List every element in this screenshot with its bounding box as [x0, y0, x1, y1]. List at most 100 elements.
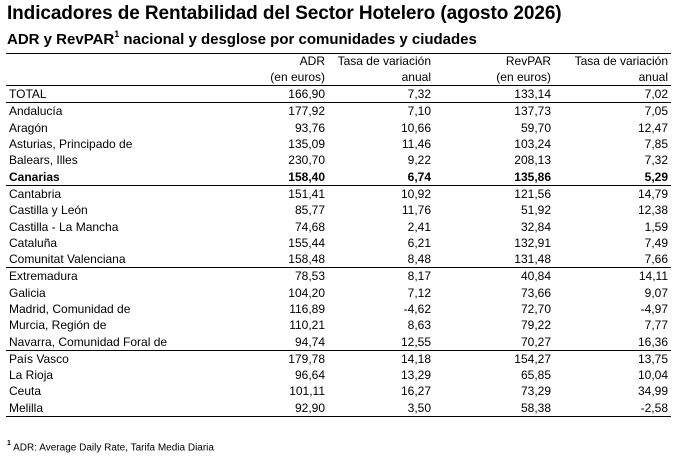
revpar-value: 154,27 — [434, 349, 554, 368]
revpar-value: 133,14 — [514, 87, 551, 102]
region-name: Cantabria — [6, 184, 252, 203]
header-row-1: ADR Tasa de variación RevPAR Tasa de var… — [6, 53, 671, 69]
region-name: Galicia — [9, 285, 46, 300]
revpar-value: 103,24 — [514, 137, 551, 152]
adr-variation: 8,48 — [407, 252, 431, 267]
adr-value: 158,40 — [288, 169, 325, 184]
adr-value: 104,20 — [288, 285, 325, 300]
adr-value: 93,76 — [294, 120, 325, 135]
adr-value: 230,70 — [288, 153, 325, 168]
region-name: Castilla y León — [9, 203, 88, 218]
table-row: Cataluña 155,44 6,21 132,91 7,49 — [6, 235, 671, 251]
revpar-value: 65,85 — [520, 368, 551, 383]
header-empty — [6, 69, 252, 86]
region-name: Castilla - La Mancha — [9, 219, 119, 234]
indicators-table: ADR Tasa de variación RevPAR Tasa de var… — [6, 53, 671, 417]
adr-value: 158,48 — [288, 252, 325, 267]
revpar-variation: -2,58 — [554, 399, 671, 417]
revpar-variation: 7,77 — [644, 318, 668, 333]
subtitle-text: ADR y RevPAR — [7, 31, 115, 48]
header-revpar: RevPAR — [434, 53, 554, 69]
adr-variation: 6,21 — [407, 235, 431, 250]
adr-value: 155,44 — [288, 235, 325, 250]
footnote-text: ADR: Average Daily Rate, Tarifa Media Di… — [10, 442, 214, 454]
revpar-value: 51,92 — [520, 203, 551, 218]
header-adr: ADR — [252, 53, 328, 69]
adr-variation: 14,18 — [328, 349, 434, 368]
adr-variation: 9,22 — [407, 153, 431, 168]
region-name: Canarias — [9, 169, 60, 184]
table-row: Aragón 93,76 10,66 59,70 12,47 — [6, 120, 671, 136]
revpar-value: 121,56 — [434, 184, 554, 203]
region-name: Extremadura — [6, 267, 252, 285]
adr-variation: 7,32 — [407, 87, 431, 102]
revpar-value: 135,86 — [514, 169, 551, 184]
revpar-value: 132,91 — [514, 235, 551, 250]
revpar-value: 131,48 — [514, 252, 551, 267]
table-row: Asturias, Principado de 135,09 11,46 103,24… — [6, 136, 671, 152]
region-name: País Vasco — [6, 349, 252, 368]
header-row-2: (en euros) anual (en euros) anual — [6, 69, 671, 86]
header-adr-unit: (en euros) — [252, 69, 328, 86]
region-name: Melilla — [6, 399, 252, 417]
adr-variation: 6,74 — [407, 169, 431, 184]
adr-value: 177,92 — [252, 102, 328, 120]
table-row: Melilla 92,90 3,50 58,38 -2,58 — [6, 399, 671, 417]
adr-variation: 16,27 — [400, 384, 431, 399]
header-revpar-var: Tasa de variación — [554, 53, 671, 69]
adr-value: 85,77 — [294, 203, 325, 218]
adr-value: 74,68 — [294, 219, 325, 234]
revpar-variation: -4,97 — [640, 302, 668, 316]
revpar-variation: 16,36 — [637, 334, 668, 349]
table-row: Galicia 104,20 7,12 73,66 9,07 — [6, 285, 671, 301]
adr-variation: 13,29 — [400, 368, 431, 383]
region-name: Balears, Illes — [9, 153, 78, 168]
header-revpar-unit: (en euros) — [434, 69, 554, 86]
region-name: Navarra, Comunidad Foral de — [9, 334, 168, 349]
adr-value: 166,90 — [288, 87, 325, 102]
region-name: Cataluña — [9, 235, 58, 250]
revpar-value: 73,66 — [520, 285, 551, 300]
table-row: Extremadura 78,53 8,17 40,84 14,11 — [6, 267, 671, 285]
region-name: Murcia, Región de — [9, 318, 107, 333]
revpar-value: 72,70 — [520, 302, 551, 316]
adr-variation: 8,63 — [407, 318, 431, 333]
revpar-value: 73,29 — [520, 384, 551, 399]
revpar-variation: 12,38 — [637, 203, 668, 218]
revpar-variation: 7,02 — [644, 87, 668, 102]
table-body: TOTAL 166,90 7,32 133,14 7,02 Andalucía 177,92… — [6, 86, 671, 417]
adr-variation: 11,76 — [401, 203, 431, 218]
revpar-variation: 12,47 — [637, 120, 668, 135]
revpar-variation: 5,29 — [644, 169, 668, 184]
region-name: Asturias, Principado de — [9, 137, 133, 152]
header-revpar-var-unit: anual — [554, 69, 671, 86]
page-title: Indicadores de Rentabilidad del Sector H… — [7, 3, 562, 24]
table-row: Castilla - La Mancha 74,68 2,41 32,84 1,59 — [6, 218, 671, 234]
header-adr-var: Tasa de variación — [328, 53, 434, 69]
adr-value: 116,89 — [289, 302, 325, 316]
adr-value: 96,64 — [294, 368, 325, 383]
table-row: Balears, Illes 230,70 9,22 208,13 7,32 — [6, 152, 671, 168]
adr-value: 135,09 — [288, 137, 325, 152]
table-row: Comunitat Valenciana 158,48 8,48 131,48 7,66 — [6, 251, 671, 268]
region-name: Ceuta — [9, 384, 42, 399]
region-name: La Rioja — [9, 368, 54, 383]
adr-value: 110,21 — [289, 318, 325, 333]
revpar-value: 208,13 — [514, 153, 551, 168]
revpar-value: 58,38 — [434, 399, 554, 417]
table-row: País Vasco 179,78 14,18 154,27 13,75 — [6, 349, 671, 368]
revpar-variation: 9,07 — [644, 285, 668, 300]
adr-value: 78,53 — [252, 267, 328, 285]
revpar-variation: 7,32 — [644, 153, 668, 168]
region-name: Comunitat Valenciana — [9, 252, 126, 267]
adr-value: 179,78 — [252, 349, 328, 368]
revpar-value: 40,84 — [434, 267, 554, 285]
adr-variation: 7,10 — [328, 102, 434, 120]
adr-variation: 11,46 — [401, 137, 431, 152]
region-name: Aragón — [9, 120, 48, 135]
table-row: Andalucía 177,92 7,10 137,73 7,05 — [6, 102, 671, 120]
subtitle-footnote-marker: 1 — [114, 29, 120, 39]
subtitle-rest: nacional y desglose por comunidades y ci… — [119, 31, 477, 48]
table-row: Castilla y León 85,77 11,76 51,92 12,38 — [6, 202, 671, 218]
